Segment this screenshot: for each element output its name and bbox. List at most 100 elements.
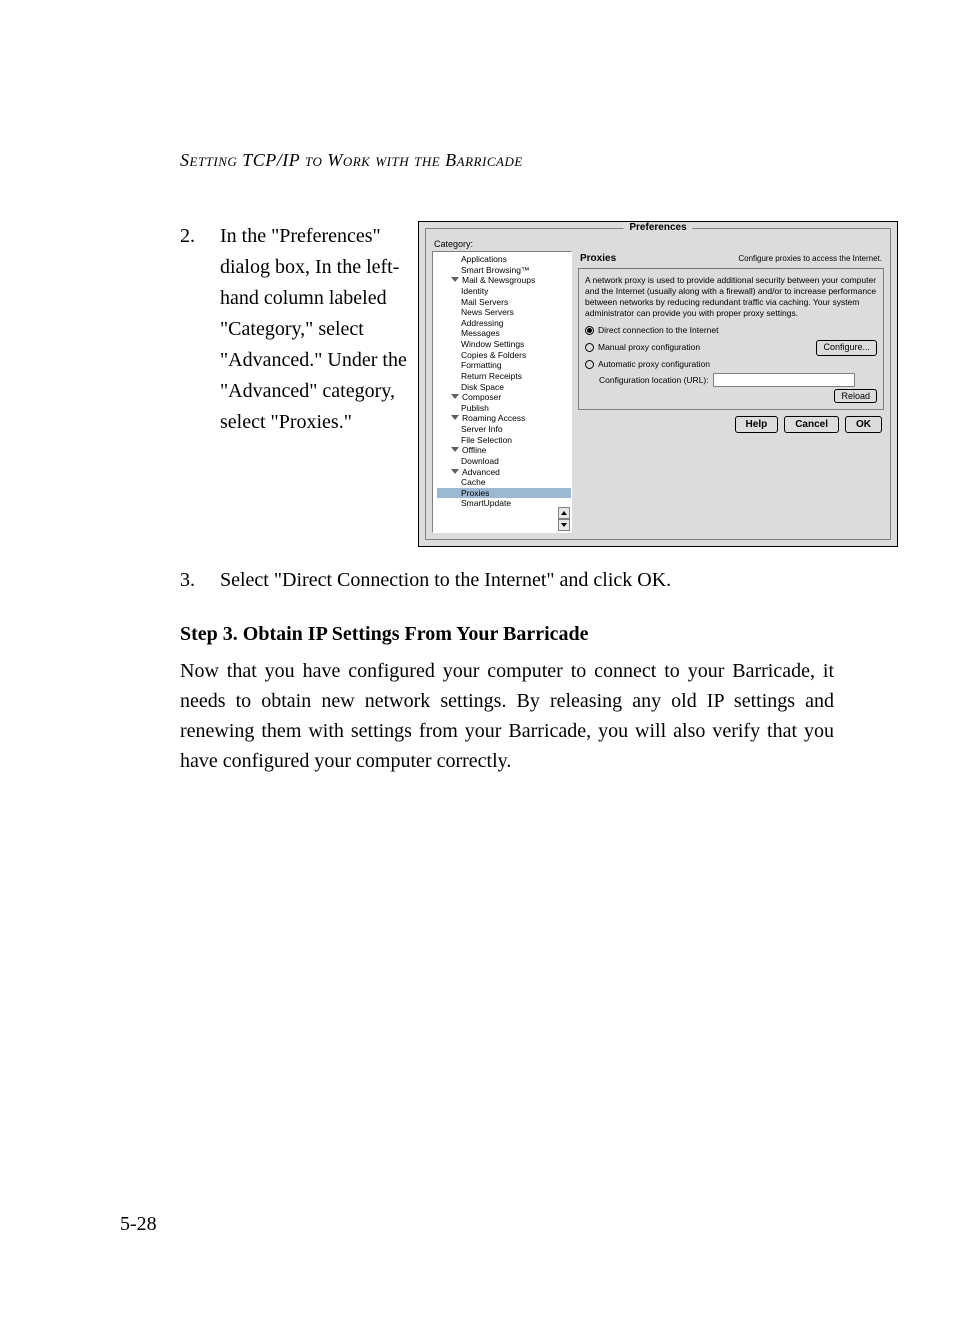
category-item-label: Mail & Newsgroups	[462, 275, 535, 285]
disclosure-triangle-icon	[451, 469, 459, 474]
disclosure-triangle-icon	[451, 277, 459, 282]
category-item-label: Applications	[461, 254, 507, 264]
category-item[interactable]: News Servers	[437, 307, 571, 318]
category-scroll: ApplicationsSmart Browsing™Mail & Newsgr…	[433, 252, 571, 511]
section-paragraph: Now that you have configured your comput…	[180, 656, 834, 776]
pane-title: Proxies	[580, 253, 616, 264]
dialog-frame: Preferences Category: ApplicationsSmart …	[425, 228, 891, 540]
category-item[interactable]: Cache	[437, 477, 571, 488]
category-item-label: Cache	[461, 477, 486, 487]
pane-subtitle: Configure proxies to access the Internet…	[738, 254, 882, 263]
chevron-up-icon	[561, 511, 567, 515]
chevron-down-icon	[561, 523, 567, 527]
category-item-label: Advanced	[462, 467, 500, 477]
running-header: Setting TCP/IP to Work with the Barricad…	[180, 150, 834, 171]
category-item[interactable]: Addressing	[437, 318, 571, 329]
category-item-label: Mail Servers	[461, 297, 508, 307]
radio-automatic-label: Automatic proxy configuration	[598, 359, 710, 370]
scroll-up-button[interactable]	[558, 507, 570, 519]
proxy-description: A network proxy is used to provide addit…	[585, 275, 877, 319]
radio-automatic-proxy[interactable]: Automatic proxy configuration	[585, 359, 877, 370]
category-item[interactable]: Publish	[437, 403, 571, 414]
dialog-title: Preferences	[623, 222, 692, 233]
disclosure-triangle-icon	[451, 447, 459, 452]
radio-direct-label: Direct connection to the Internet	[598, 325, 719, 336]
category-item-label: Roaming Access	[462, 413, 525, 423]
section-heading: Step 3. Obtain IP Settings From Your Bar…	[180, 623, 834, 646]
category-item-label: Messages	[461, 328, 500, 338]
category-item[interactable]: File Selection	[437, 435, 571, 446]
category-item[interactable]: Identity	[437, 286, 571, 297]
category-item-label: Identity	[461, 286, 488, 296]
radio-icon	[585, 343, 594, 352]
radio-icon	[585, 360, 594, 369]
radio-icon	[585, 326, 594, 335]
radio-direct-connection[interactable]: Direct connection to the Internet	[585, 325, 877, 336]
configure-button[interactable]: Configure...	[816, 340, 877, 356]
category-item-label: Smart Browsing™	[461, 265, 530, 275]
help-button[interactable]: Help	[735, 416, 779, 433]
pane-frame: A network proxy is used to provide addit…	[578, 268, 884, 410]
category-item-label: Addressing	[461, 318, 504, 328]
category-item[interactable]: Advanced	[437, 467, 571, 478]
category-item[interactable]: SmartUpdate	[437, 498, 571, 509]
category-item[interactable]: Proxies	[437, 488, 571, 499]
category-item[interactable]: Messages	[437, 328, 571, 339]
radio-manual-proxy[interactable]: Manual proxy configuration	[585, 342, 700, 353]
category-item-label: Offline	[462, 445, 486, 455]
step-2-row: 2. In the "Preferences" dialog box, In t…	[180, 221, 834, 547]
category-item-label: Proxies	[461, 488, 489, 498]
reload-row: Reload	[585, 391, 877, 403]
disclosure-triangle-icon	[451, 394, 459, 399]
step-3-text: Select "Direct Connection to the Interne…	[220, 565, 671, 595]
category-item-label: Window Settings	[461, 339, 524, 349]
category-item[interactable]: Smart Browsing™	[437, 265, 571, 276]
category-label: Category:	[434, 239, 884, 249]
category-item[interactable]: Formatting	[437, 360, 571, 371]
preferences-dialog: Preferences Category: ApplicationsSmart …	[418, 221, 898, 547]
category-item[interactable]: Offline	[437, 445, 571, 456]
category-item-label: Download	[461, 456, 499, 466]
category-item-label: Publish	[461, 403, 489, 413]
step-2-text: In the "Preferences" dialog box, In the …	[220, 221, 410, 438]
scroll-buttons	[558, 507, 570, 531]
category-item[interactable]: Server Info	[437, 424, 571, 435]
category-item-label: News Servers	[461, 307, 514, 317]
dialog-body: ApplicationsSmart Browsing™Mail & Newsgr…	[432, 251, 884, 533]
step-3-number: 3.	[180, 565, 220, 595]
radio-manual-row: Manual proxy configuration Configure...	[585, 339, 877, 356]
reload-button[interactable]: Reload	[834, 389, 877, 403]
disclosure-triangle-icon	[451, 415, 459, 420]
category-item[interactable]: Composer	[437, 392, 571, 403]
category-item[interactable]: Mail & Newsgroups	[437, 275, 571, 286]
category-item[interactable]: Disk Space	[437, 382, 571, 393]
category-item[interactable]: Applications	[437, 254, 571, 265]
category-item[interactable]: Download	[437, 456, 571, 467]
page-number: 5-28	[120, 1213, 157, 1236]
category-item-label: Server Info	[461, 424, 503, 434]
step-3-row: 3. Select "Direct Connection to the Inte…	[180, 565, 834, 595]
category-item-label: Formatting	[461, 360, 502, 370]
category-item[interactable]: Copies & Folders	[437, 350, 571, 361]
category-item[interactable]: Return Receipts	[437, 371, 571, 382]
page: Setting TCP/IP to Work with the Barricad…	[0, 0, 954, 1336]
category-item-label: File Selection	[461, 435, 512, 445]
scroll-down-button[interactable]	[558, 519, 570, 531]
category-item[interactable]: Roaming Access	[437, 413, 571, 424]
pane-header: Proxies Configure proxies to access the …	[578, 251, 884, 268]
radio-manual-label: Manual proxy configuration	[598, 342, 700, 353]
category-listbox[interactable]: ApplicationsSmart Browsing™Mail & Newsgr…	[432, 251, 572, 533]
category-item-label: Return Receipts	[461, 371, 522, 381]
category-item-label: SmartUpdate	[461, 498, 511, 508]
config-url-label: Configuration location (URL):	[599, 375, 709, 386]
ok-button[interactable]: OK	[845, 416, 882, 433]
config-url-input[interactable]	[713, 373, 855, 387]
category-item[interactable]: Window Settings	[437, 339, 571, 350]
proxies-pane: Proxies Configure proxies to access the …	[578, 251, 884, 533]
config-url-row: Configuration location (URL):	[599, 373, 877, 387]
dialog-wrapper: Preferences Category: ApplicationsSmart …	[410, 221, 898, 547]
category-item[interactable]: Mail Servers	[437, 297, 571, 308]
cancel-button[interactable]: Cancel	[784, 416, 839, 433]
step-2-number: 2.	[180, 221, 220, 251]
category-item-label: Copies & Folders	[461, 350, 526, 360]
